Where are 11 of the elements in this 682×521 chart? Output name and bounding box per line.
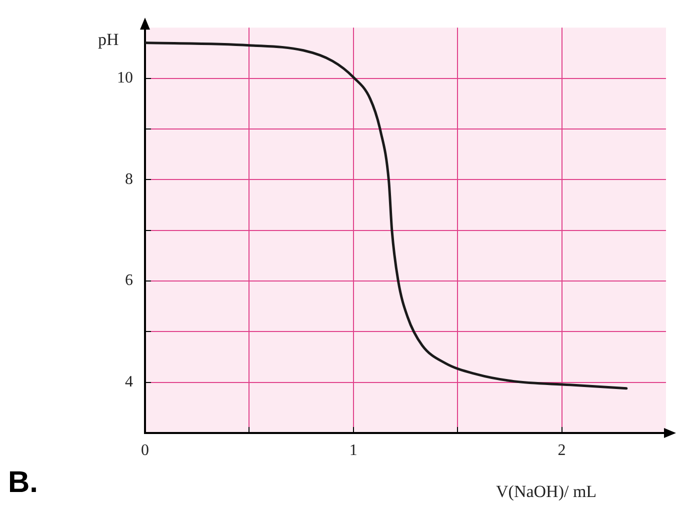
y-axis-title: pH (98, 30, 119, 50)
x-tick-label: 1 (349, 442, 358, 459)
y-tick-label: 6 (125, 272, 133, 290)
y-tick-label: 8 (125, 170, 133, 188)
x-axis-title: V(NaOH)/ mL (496, 482, 597, 502)
line-series (145, 42, 628, 390)
x-tick-label: 2 (558, 442, 566, 459)
text: B. (8, 466, 38, 500)
y-tick-label: 4 (125, 374, 133, 391)
x-tick-label: 0 (141, 442, 149, 459)
y-tick-label: 10 (117, 69, 133, 86)
